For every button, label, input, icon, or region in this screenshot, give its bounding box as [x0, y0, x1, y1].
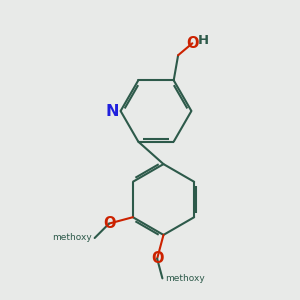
Text: methoxy: methoxy — [165, 274, 205, 284]
Text: O: O — [103, 216, 115, 231]
Text: H: H — [197, 34, 208, 47]
Text: O: O — [186, 36, 199, 51]
Text: O: O — [151, 251, 164, 266]
Text: methoxy: methoxy — [52, 233, 92, 242]
Text: N: N — [106, 103, 119, 118]
